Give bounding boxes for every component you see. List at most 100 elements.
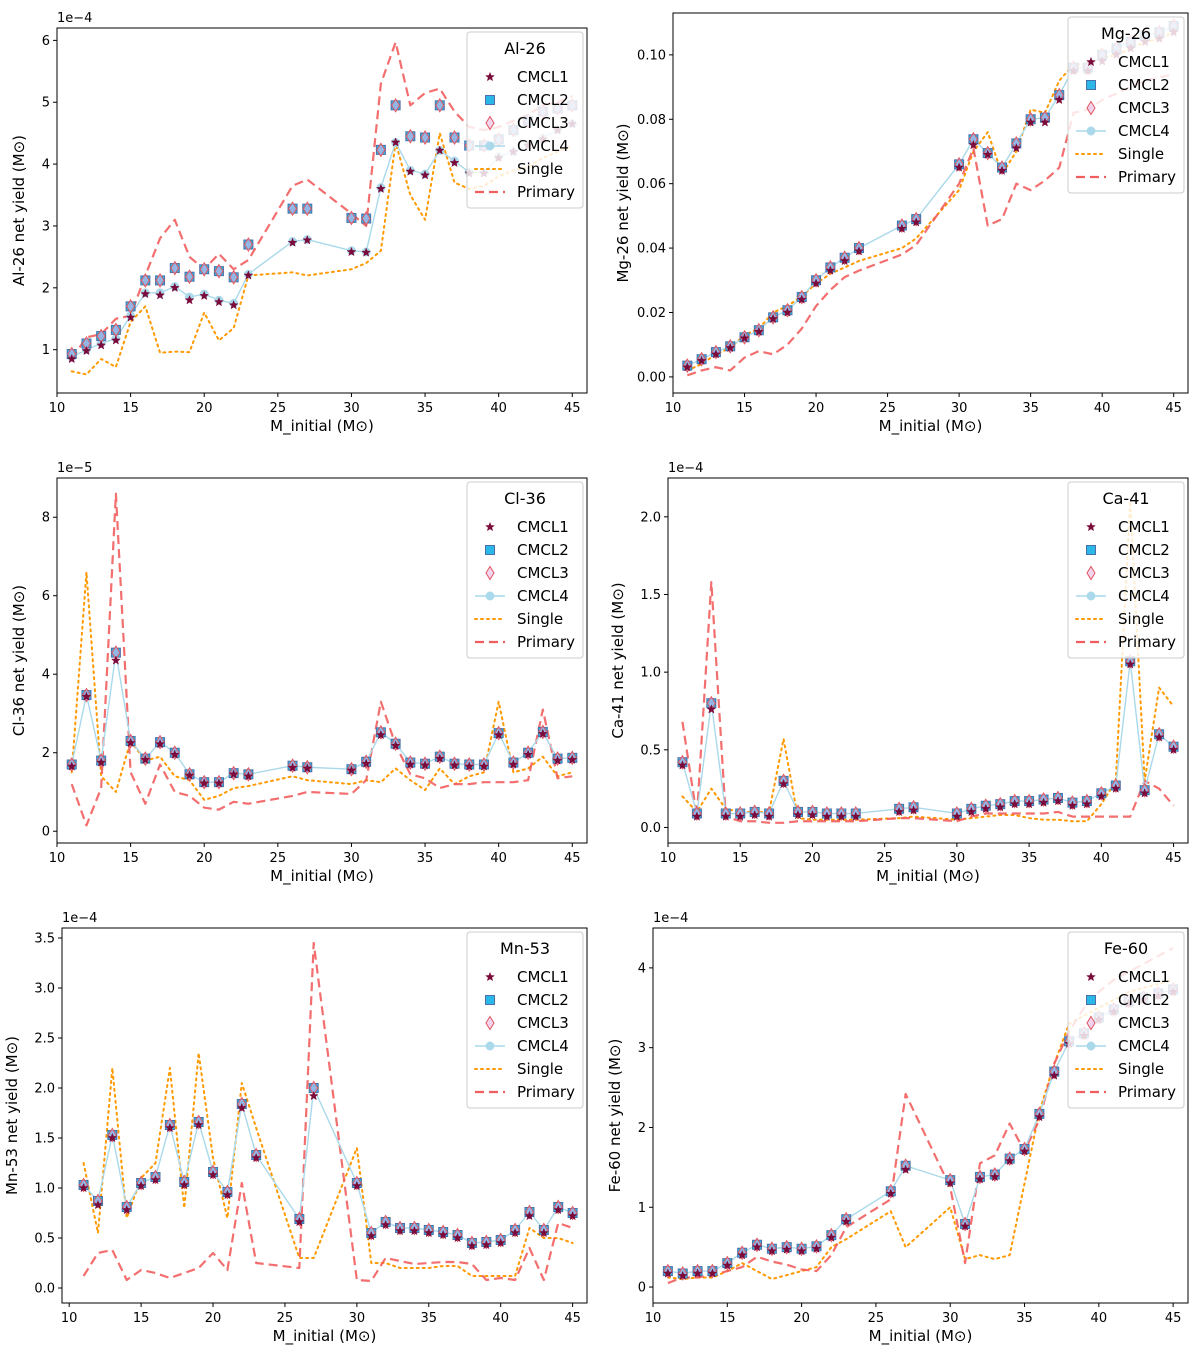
y-axis-label: Mg-26 net yield (M⊙): [614, 123, 632, 282]
y-tick-label: 4: [638, 961, 646, 976]
data-point-cmcl1: [452, 1232, 463, 1243]
data-point-cmcl1: [1168, 744, 1179, 755]
data-point-cmcl1: [107, 1132, 118, 1143]
data-point-cmcl1: [302, 763, 313, 773]
data-point-cmcl1: [982, 149, 993, 159]
data-point-cmcl1: [287, 762, 298, 772]
y-tick-label: 0.00: [637, 370, 666, 385]
x-tick-label: 45: [1165, 401, 1182, 416]
data-point-cmcl3: [287, 201, 298, 217]
legend-item-cmcl3: CMCL3: [485, 114, 569, 132]
legend-item-single: Single: [1075, 610, 1164, 628]
data-point-cmcl1: [989, 1171, 1000, 1182]
x-tick-label: 35: [421, 1311, 438, 1326]
legend-marker: [1086, 56, 1096, 67]
legend: Al-26 CMCL1 CMCL2 CMCL3 CMCL4 Single Primary: [466, 31, 584, 209]
data-point-cmcl1: [294, 1216, 305, 1227]
legend-item-single: Single: [1075, 1060, 1164, 1078]
legend-label: CMCL3: [1118, 99, 1170, 117]
y-tick-label: 4: [42, 668, 50, 683]
data-point-cmcl1: [1054, 94, 1065, 105]
x-tick-label: 10: [665, 401, 682, 416]
data-point-cmcl3: [405, 128, 415, 144]
data-point-cmcl1: [523, 749, 534, 759]
data-point-cmcl1: [510, 1227, 521, 1238]
data-point-cmcl1: [826, 1232, 837, 1242]
x-axis-label: M_initial (M⊙): [879, 417, 983, 436]
data-point-cmcl1: [739, 333, 750, 343]
legend-item-cmcl1: CMCL1: [485, 968, 569, 986]
data-point-cmcl1: [449, 157, 460, 168]
data-point-cmcl1: [552, 755, 563, 765]
data-point-cmcl1: [811, 1243, 822, 1253]
x-axis-label: M_initial (M⊙): [273, 1327, 377, 1346]
y-tick-label: 3: [42, 219, 50, 234]
legend-marker: [485, 591, 495, 601]
axes-frame: [56, 27, 588, 394]
y-tick-label: 2: [638, 1121, 646, 1136]
data-point-cmcl1: [682, 362, 693, 372]
legend-label: CMCL4: [517, 137, 569, 155]
data-point-cmcl1: [495, 1237, 506, 1248]
data-point-cmcl1: [184, 770, 195, 780]
legend-item-single: Single: [474, 1060, 563, 1078]
x-tick-label: 25: [270, 851, 287, 866]
series-line-primary: [70, 492, 573, 827]
data-point-cmcl3: [140, 272, 150, 288]
data-point-cmcl1: [434, 145, 445, 155]
x-tick-label: 15: [719, 1311, 736, 1326]
y-tick-label: 0.0: [34, 1282, 55, 1297]
series-points-cmcl1: [677, 659, 1179, 821]
data-point-cmcl1: [945, 1178, 956, 1188]
legend-item-cmcl1: CMCL1: [1086, 518, 1170, 536]
data-point-cmcl1: [1019, 1146, 1030, 1156]
data-point-cmcl1: [136, 1180, 147, 1191]
legend-item-cmcl3: CMCL3: [485, 564, 569, 582]
legend-item-cmcl2: CMCL2: [1086, 541, 1170, 559]
x-axis-label: M_initial (M⊙): [869, 1327, 973, 1346]
data-point-cmcl1: [110, 335, 121, 345]
x-tick-label: 20: [804, 851, 821, 866]
panel-cl-36: 10 15 20 25 30 35 40 45 0 2 4 6 8 1e−5 M_initial (M⊙) C…: [10, 461, 588, 886]
data-point-cmcl1: [553, 1204, 564, 1215]
y-tick-label: 0.06: [637, 177, 666, 192]
data-point-cmcl1: [677, 760, 688, 770]
data-point-cmcl1: [692, 1268, 703, 1278]
data-point-cmcl1: [710, 349, 721, 359]
legend-label: Primary: [517, 183, 575, 201]
data-point-cmcl3: [170, 260, 180, 276]
x-tick-label: 30: [951, 401, 968, 416]
data-point-cmcl1: [951, 811, 962, 821]
x-tick-label: 35: [417, 401, 434, 416]
legend-label: Single: [1118, 1060, 1164, 1078]
data-point-cmcl1: [974, 1174, 985, 1184]
data-point-cmcl1: [395, 1225, 405, 1236]
y-tick-label: 1.5: [640, 588, 661, 603]
legend-item-cmcl3: CMCL3: [1086, 564, 1170, 582]
legend-label: CMCL1: [517, 518, 569, 536]
legend-item-cmcl4: CMCL4: [475, 137, 569, 155]
x-tick-label: 20: [808, 401, 825, 416]
y-axis-label: Cl-36 net yield (M⊙): [10, 585, 28, 736]
legend-item-cmcl1: CMCL1: [1086, 53, 1170, 71]
legend-label: CMCL1: [1118, 518, 1170, 536]
legend-marker: [1086, 1015, 1096, 1031]
data-point-cmcl1: [1011, 143, 1022, 153]
x-tick-label: 40: [492, 1311, 509, 1326]
data-point-cmcl1: [735, 811, 746, 821]
x-axis-label: M_initial (M⊙): [270, 867, 374, 886]
data-point-cmcl1: [781, 1244, 792, 1254]
legend-marker: [485, 521, 495, 532]
x-tick-label: 40: [1093, 851, 1110, 866]
data-point-cmcl1: [720, 811, 731, 821]
data-point-cmcl1: [1004, 1155, 1015, 1166]
legend-label: CMCL2: [517, 91, 569, 109]
y-tick-label: 2.0: [34, 1082, 55, 1097]
data-point-cmcl1: [1038, 797, 1049, 807]
data-point-cmcl1: [885, 1188, 896, 1198]
y-tick-label: 5: [42, 96, 50, 111]
y-offset-label: 1e−4: [62, 911, 97, 926]
data-point-cmcl1: [839, 255, 850, 266]
legend-label: CMCL2: [1118, 541, 1170, 559]
